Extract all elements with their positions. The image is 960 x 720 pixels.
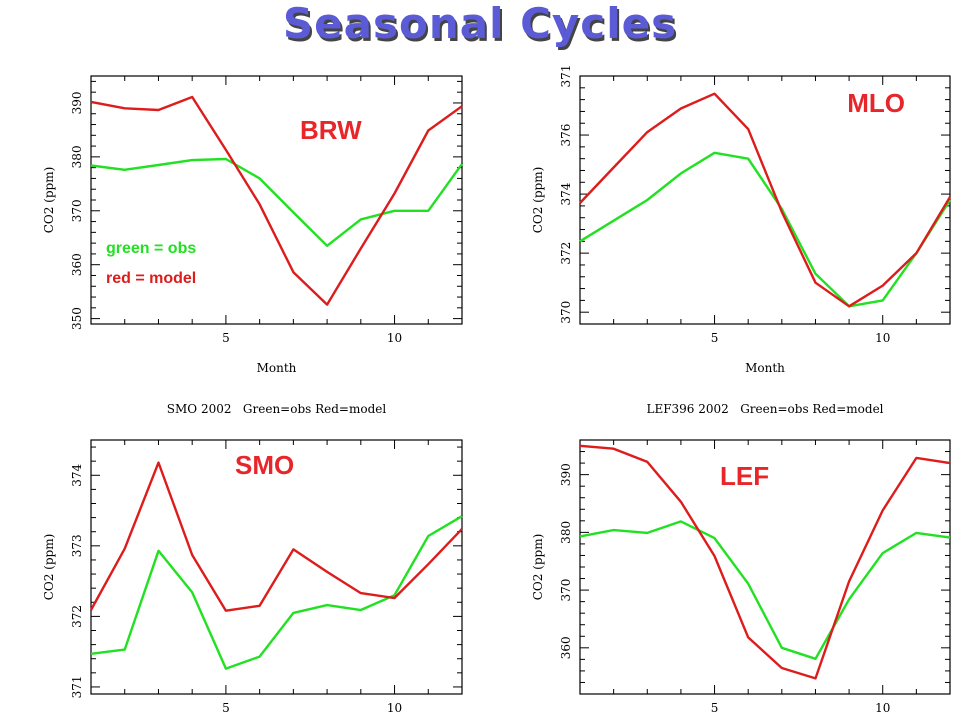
- y-tick-label: 373: [70, 534, 84, 557]
- model-series-line: [579, 444, 951, 680]
- y-tick-label: 370: [70, 199, 84, 222]
- x-tick-label: 10: [387, 701, 402, 715]
- y-tick-label: 372: [559, 242, 573, 265]
- y-tick-label: 380: [70, 145, 84, 168]
- station-label: SMO: [235, 450, 294, 480]
- y-axis-label: CO2 (ppm): [42, 167, 56, 234]
- y-tick-label: 374: [559, 182, 573, 205]
- x-tick-label: 5: [711, 331, 719, 345]
- station-label: BRW: [300, 115, 362, 145]
- y-tick-label: 371: [70, 675, 84, 698]
- y-tick-label: 380: [559, 521, 573, 544]
- y-tick-label: 360: [559, 636, 573, 659]
- y-axis-label: CO2 (ppm): [42, 534, 56, 601]
- slide-title: Seasonal Cycles: [282, 0, 678, 48]
- x-axis-label: Month: [745, 361, 785, 375]
- y-tick-label: 390: [70, 92, 84, 115]
- legend-model-note: red = model: [106, 270, 196, 287]
- x-tick-label: 10: [875, 331, 890, 345]
- legend-obs-note: green = obs: [106, 240, 196, 257]
- x-axis-label: Month: [257, 361, 297, 375]
- y-tick-label: 360: [70, 253, 84, 276]
- plot-frame: [90, 439, 463, 695]
- x-tick-label: 5: [711, 701, 719, 715]
- station-label: LEF: [720, 461, 769, 491]
- y-axis-label: CO2 (ppm): [531, 534, 545, 601]
- x-tick-label: 5: [222, 701, 230, 715]
- obs-series-line: [90, 157, 463, 248]
- model-series-line: [89, 461, 463, 612]
- y-tick-label: 350: [70, 307, 84, 330]
- y-tick-label: 376: [559, 124, 573, 147]
- obs-series-line: [579, 151, 952, 308]
- y-tick-label: 370: [559, 579, 573, 602]
- station-label: MLO: [847, 88, 905, 118]
- plot-caption: SMO 2002 Green=obs Red=model: [167, 402, 387, 416]
- y-tick-label: 390: [559, 463, 573, 486]
- y-tick-label: 374: [70, 463, 84, 486]
- y-tick-label: 370: [559, 301, 573, 324]
- obs-series-line: [90, 515, 463, 670]
- x-tick-label: 10: [387, 331, 402, 345]
- obs-series-line: [579, 520, 951, 660]
- y-tick-label: 372: [70, 605, 84, 628]
- model-series-line: [579, 92, 952, 308]
- y-axis-label: CO2 (ppm): [531, 167, 545, 234]
- model-series-line: [90, 95, 463, 306]
- x-tick-label: 5: [222, 331, 230, 345]
- y-tick-label: 371: [559, 65, 573, 88]
- x-tick-label: 10: [875, 701, 890, 715]
- plot-caption: LEF396 2002 Green=obs Red=model: [646, 402, 883, 416]
